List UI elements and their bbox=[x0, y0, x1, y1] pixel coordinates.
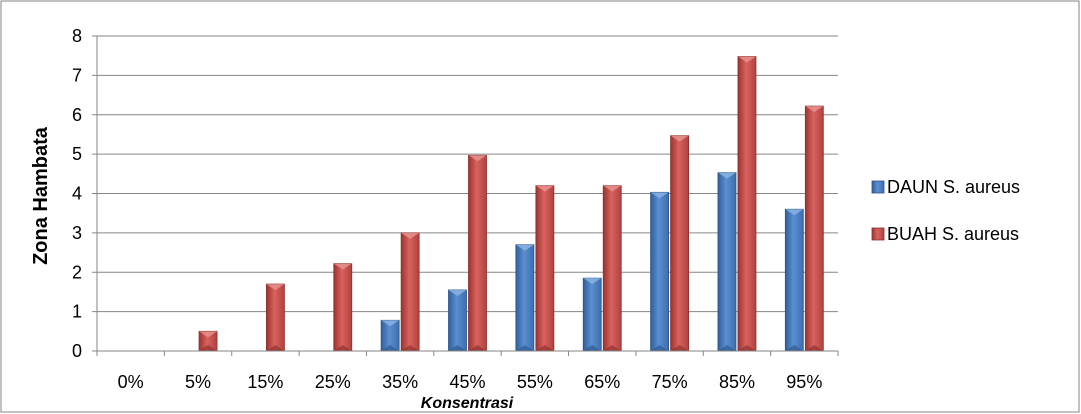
bar-buah bbox=[602, 185, 622, 352]
x-tick-label: 75% bbox=[652, 372, 688, 392]
bar-buah bbox=[468, 154, 487, 352]
bar-daun bbox=[784, 208, 804, 352]
x-tick-label: 35% bbox=[382, 372, 418, 392]
x-tick-label: 95% bbox=[786, 372, 822, 392]
x-tick-label: 55% bbox=[517, 372, 553, 392]
bar-buah bbox=[804, 105, 824, 352]
bar-daun bbox=[380, 319, 400, 352]
y-tick-label: 7 bbox=[72, 65, 82, 85]
bar-buah bbox=[737, 56, 757, 352]
x-tick-label: 0% bbox=[118, 372, 144, 392]
legend-label: BUAH S. aureus bbox=[887, 224, 1019, 244]
legend-item-buah: BUAH S. aureus bbox=[871, 224, 1019, 244]
bar-daun bbox=[448, 289, 467, 352]
x-tick-label: 85% bbox=[719, 372, 755, 392]
bar-buah bbox=[400, 232, 420, 352]
x-tick-label: 45% bbox=[449, 372, 485, 392]
legend-item-daun: DAUN S. aureus bbox=[871, 177, 1020, 197]
bars-layer bbox=[198, 56, 824, 352]
y-tick-label: 4 bbox=[72, 184, 82, 204]
bar-daun bbox=[515, 244, 535, 352]
labels-layer: 0 1 2 3 4 5 6 7 8 0% 5% 15% 25% 35% 45% 55% 65% 75% 85% 95% bbox=[72, 26, 822, 392]
bar-daun bbox=[582, 277, 602, 352]
grid-layer bbox=[97, 35, 838, 313]
y-tick-label: 8 bbox=[72, 26, 82, 46]
y-tick-label: 5 bbox=[72, 144, 82, 164]
bar-buah bbox=[198, 330, 218, 352]
legend: DAUN S. aureus BUAH S. aureus bbox=[871, 177, 1020, 244]
y-tick-label: 6 bbox=[72, 105, 82, 125]
axis-layer bbox=[92, 35, 839, 356]
x-tick-label: 15% bbox=[247, 372, 283, 392]
legend-swatch bbox=[871, 227, 885, 241]
bar-buah bbox=[333, 263, 353, 352]
bar-daun bbox=[717, 172, 737, 352]
bar-buah bbox=[670, 135, 689, 352]
y-tick-label: 1 bbox=[72, 302, 82, 322]
y-tick-label: 0 bbox=[72, 341, 82, 361]
bar-buah bbox=[535, 185, 555, 352]
bar-daun bbox=[650, 191, 669, 352]
legend-label: DAUN S. aureus bbox=[887, 177, 1020, 197]
y-tick-label: 2 bbox=[72, 262, 82, 282]
y-tick-label: 3 bbox=[72, 223, 82, 243]
x-tick-label: 25% bbox=[315, 372, 351, 392]
x-axis-title: Konsentrasi bbox=[421, 395, 514, 412]
bar-buah bbox=[266, 283, 285, 352]
x-tick-label: 65% bbox=[584, 372, 620, 392]
x-tick-label: 5% bbox=[185, 372, 211, 392]
legend-swatch bbox=[871, 180, 885, 194]
y-axis-title: Zona Hambata bbox=[30, 126, 52, 265]
